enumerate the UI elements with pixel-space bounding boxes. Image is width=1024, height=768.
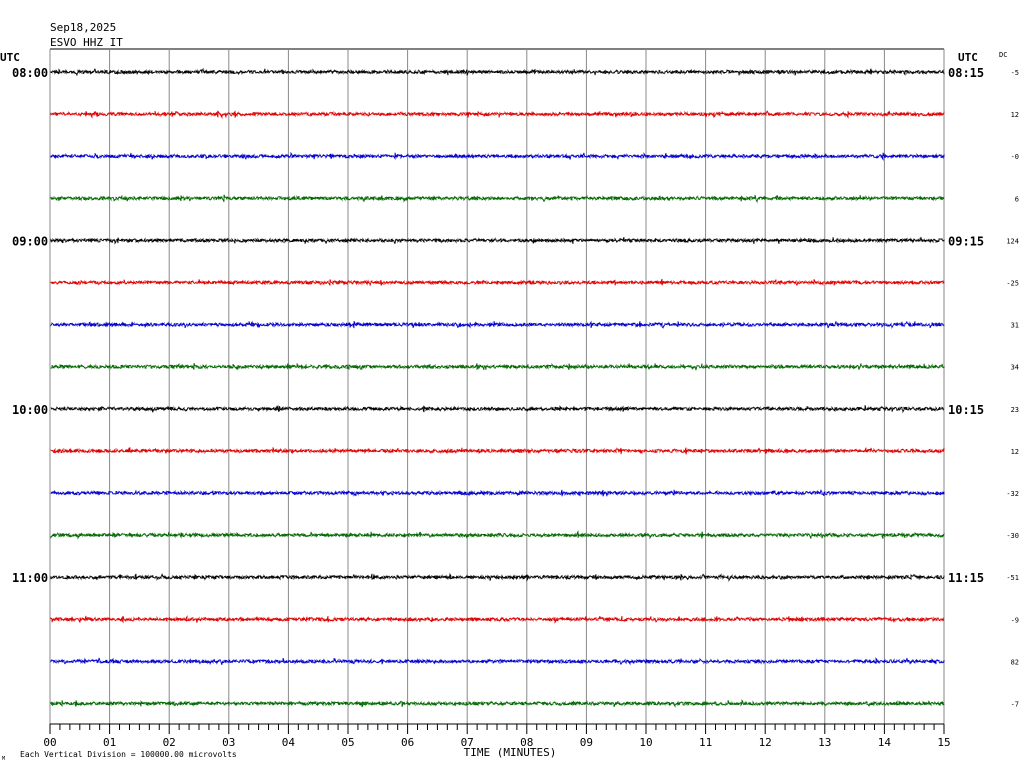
dc-offset-label-15: -7 — [1011, 701, 1019, 709]
trace-row-4 — [50, 236, 945, 245]
x-axis-title: TIME (MINUTES) — [464, 746, 557, 759]
x-tick-label-9: 09 — [580, 736, 593, 749]
dc-offset-label-13: -9 — [1011, 616, 1019, 624]
left-time-label-2: 10:00 — [12, 403, 48, 417]
x-tick-label-4: 04 — [282, 736, 296, 749]
trace-row-7 — [50, 362, 945, 371]
dc-offset-label-10: -32 — [1006, 490, 1019, 498]
right-time-label-2: 10:15 — [948, 403, 984, 417]
station-label: ESVO HHZ IT — [50, 36, 123, 49]
x-tick-label-1: 01 — [103, 736, 116, 749]
scale-note: Each Vertical Division = 100000.00 micro… — [20, 750, 237, 759]
dc-offset-label-7: 34 — [1011, 364, 1019, 372]
dc-offset-label-12: -51 — [1006, 574, 1019, 582]
trace-row-13 — [50, 615, 945, 624]
dc-offset-label-3: 6 — [1015, 195, 1019, 203]
x-tick-label-3: 03 — [222, 736, 235, 749]
x-tick-label-2: 02 — [163, 736, 176, 749]
left-time-label-1: 09:00 — [12, 234, 48, 248]
date-label: Sep18,2025 — [50, 21, 116, 34]
trace-row-9 — [50, 447, 945, 455]
utc-right-label: UTC — [958, 51, 978, 64]
dc-offset-label-11: -30 — [1006, 532, 1019, 540]
row-labels: -5 12 -0 6 124 -25 31 34 23 12 -32 -30 -51 -9 82 -7 08:0… — [12, 66, 1019, 709]
trace-row-10 — [50, 489, 945, 497]
x-tick-label-6: 06 — [401, 736, 414, 749]
dc-offset-label-2: -0 — [1011, 153, 1019, 161]
dc-offset-label-4: 124 — [1006, 237, 1019, 245]
dc-offset-label-5: -25 — [1006, 280, 1019, 288]
dc-offset-label-9: 12 — [1011, 448, 1019, 456]
trace-row-12 — [50, 572, 945, 582]
trace-row-2 — [50, 151, 945, 161]
right-time-label-0: 08:15 — [948, 66, 984, 80]
dc-offset-label-8: 23 — [1011, 406, 1019, 414]
trace-row-8 — [50, 405, 945, 414]
x-tick-label-11: 11 — [699, 736, 712, 749]
x-tick-label-7: 07 — [461, 736, 474, 749]
x-tick-label-0: 00 — [43, 736, 56, 749]
dc-offset-label-0: -5 — [1011, 69, 1019, 77]
dc-offset-label-1: 12 — [1011, 111, 1019, 119]
dc-offset-label-6: 31 — [1011, 322, 1019, 330]
trace-row-3 — [50, 194, 945, 204]
seismic-traces — [50, 67, 945, 708]
utc-left-label: UTC — [0, 51, 20, 64]
corner-mark: M — [2, 756, 5, 762]
x-tick-label-15: 15 — [937, 736, 950, 749]
right-time-label-1: 09:15 — [948, 234, 984, 248]
x-tick-label-13: 13 — [818, 736, 831, 749]
x-tick-label-5: 05 — [341, 736, 354, 749]
trace-row-0 — [50, 67, 945, 76]
x-tick-label-12: 12 — [759, 736, 772, 749]
x-tick-label-14: 14 — [878, 736, 892, 749]
right-time-label-3: 11:15 — [948, 571, 984, 585]
x-tick-label-10: 10 — [639, 736, 652, 749]
dc-offset-label-14: 82 — [1011, 658, 1019, 666]
trace-row-14 — [50, 657, 945, 666]
trace-row-15 — [50, 699, 945, 708]
x-axis: 00 01 02 03 04 05 06 07 08 09 10 11 12 13 14 15 — [43, 723, 951, 749]
trace-row-1 — [50, 110, 945, 120]
time-grid — [49, 48, 945, 724]
dc-label: DC — [999, 51, 1007, 59]
trace-row-5 — [50, 278, 945, 286]
left-time-label-3: 11:00 — [12, 571, 48, 585]
left-time-label-0: 08:00 — [12, 66, 48, 80]
trace-row-11 — [50, 529, 945, 540]
x-tick-label-8: 08 — [520, 736, 533, 749]
trace-row-6 — [50, 320, 945, 329]
